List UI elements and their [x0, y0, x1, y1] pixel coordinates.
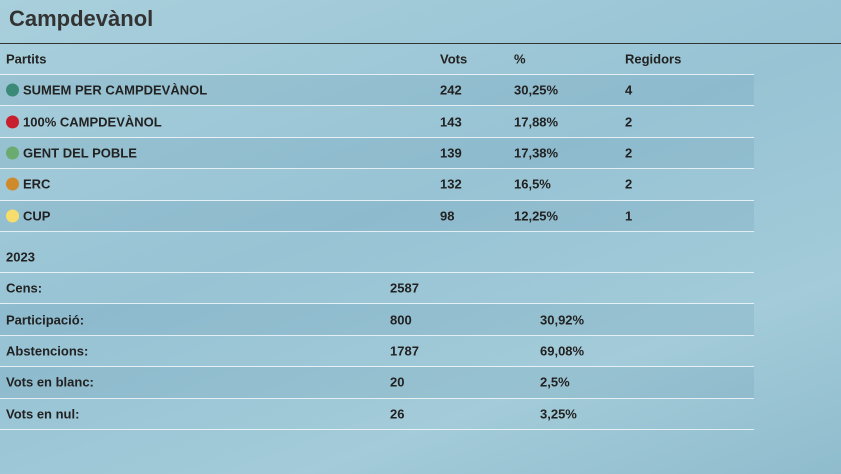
column-header: Regidors [625, 51, 682, 67]
table-row: Partits Vots% Regidors [0, 44, 754, 75]
table-row: SUMEM PER CAMPDEVÀNOL 242 30,25% 4 [0, 75, 754, 107]
percent: 16,5% [514, 176, 551, 192]
column-header: % [514, 51, 526, 67]
stat-value: 2587 [390, 280, 419, 296]
table-row: Vots en nul: 26 3,25% [0, 399, 754, 430]
year: 2023 [6, 249, 35, 265]
table-row: CUP 98 12,25% 1 [0, 200, 754, 232]
stat-value: 20 [390, 374, 405, 390]
page-title: Campdevànol [9, 6, 154, 31]
party-name: 100% CAMPDEVÀNOL [23, 114, 162, 130]
party-name: ERC [23, 176, 51, 192]
stat-label: Vots en nul: [6, 406, 80, 422]
column-header: Vots [440, 51, 468, 67]
percent: 17,38% [514, 145, 559, 161]
stat-value: 800 [390, 312, 412, 328]
stat-label: Cens: [6, 280, 43, 296]
party-color-dot [6, 115, 19, 129]
seats: 2 [625, 145, 633, 161]
stat-percent: 2,5% [540, 374, 570, 390]
stat-label: Vots en blanc: [6, 374, 94, 390]
table-row: ERC 132 16,5% 2 [0, 169, 754, 201]
table-row: GENT DEL POBLE 139 17,38% 2 [0, 137, 754, 170]
table-row: Cens: 2587 [0, 273, 754, 305]
percent: 17,88% [514, 114, 559, 130]
party-color-dot [6, 177, 19, 191]
stat-value: 26 [390, 406, 405, 422]
table-row: Vots en blanc: 20 2,5% [0, 367, 754, 399]
divider [0, 43, 841, 44]
column-header: Partits [6, 51, 47, 67]
votes: 143 [440, 114, 462, 130]
stat-label: Participació: [6, 312, 85, 328]
seats: 4 [625, 82, 633, 98]
votes: 98 [440, 208, 455, 224]
stat-percent: 3,25% [540, 406, 577, 422]
party-color-dot [6, 146, 19, 160]
votes: 132 [440, 176, 462, 192]
votes: 242 [440, 82, 462, 98]
seats: 1 [625, 208, 633, 224]
stat-percent: 30,92% [540, 312, 585, 328]
party-name: GENT DEL POBLE [23, 145, 137, 161]
seats: 2 [625, 176, 633, 192]
percent: 12,25% [514, 208, 559, 224]
table-row: Participació: 800 30,92% [0, 304, 754, 336]
stat-value: 1787 [390, 343, 419, 359]
party-color-dot [6, 209, 19, 223]
table-row: Abstencions: 1787 69,08% [0, 336, 754, 368]
seats: 2 [625, 114, 633, 130]
party-name: CUP [23, 208, 51, 224]
table-row: 2023 [0, 242, 754, 273]
percent: 30,25% [514, 82, 559, 98]
votes: 139 [440, 145, 462, 161]
party-color-dot [6, 83, 19, 97]
stat-label: Abstencions: [6, 343, 89, 359]
table-row: 100% CAMPDEVÀNOL 143 17,88% 2 [0, 106, 754, 138]
stat-percent: 69,08% [540, 343, 585, 359]
party-name: SUMEM PER CAMPDEVÀNOL [23, 82, 208, 98]
